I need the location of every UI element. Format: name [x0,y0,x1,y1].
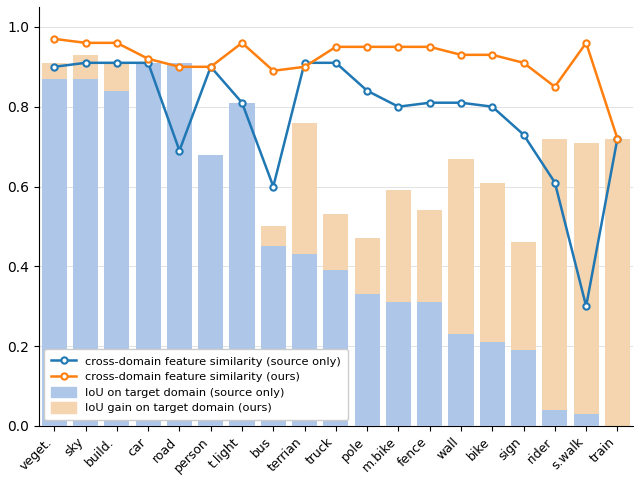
cross-domain feature similarity (ours) [457,52,465,58]
Bar [104,63,129,426]
Bar [511,350,536,426]
cross-domain feature similarity (ours) [582,40,590,46]
Bar [292,254,317,426]
Bar [230,178,255,426]
Bar [480,342,505,426]
Bar [104,91,129,426]
cross-domain feature similarity (ours) [207,64,214,70]
cross-domain feature similarity (source only) [82,60,90,66]
Bar [292,122,317,426]
cross-domain feature similarity (source only) [426,100,433,106]
cross-domain feature similarity (source only) [51,64,58,70]
Bar [449,159,474,426]
Bar [542,410,567,426]
cross-domain feature similarity (source only) [364,88,371,94]
cross-domain feature similarity (source only) [520,132,527,137]
Bar [355,239,380,426]
cross-domain feature similarity (ours) [144,56,152,62]
Line: cross-domain feature similarity (source only): cross-domain feature similarity (source … [51,60,621,309]
cross-domain feature similarity (source only) [207,64,214,70]
cross-domain feature similarity (ours) [614,136,621,142]
Bar [198,155,223,426]
Bar [73,79,98,426]
Bar [167,63,192,426]
cross-domain feature similarity (ours) [301,64,308,70]
Bar [323,270,348,426]
Bar [386,190,411,426]
cross-domain feature similarity (ours) [82,40,90,46]
cross-domain feature similarity (source only) [488,104,496,109]
cross-domain feature similarity (ours) [520,60,527,66]
cross-domain feature similarity (source only) [238,100,246,106]
cross-domain feature similarity (ours) [395,44,403,50]
cross-domain feature similarity (ours) [551,84,559,90]
cross-domain feature similarity (ours) [238,40,246,46]
cross-domain feature similarity (source only) [144,60,152,66]
Bar [511,242,536,426]
cross-domain feature similarity (ours) [113,40,121,46]
cross-domain feature similarity (source only) [395,104,403,109]
Bar [480,183,505,426]
cross-domain feature similarity (source only) [113,60,121,66]
Bar [417,211,442,426]
Line: cross-domain feature similarity (ours): cross-domain feature similarity (ours) [51,36,621,142]
Bar [136,63,161,426]
Bar [260,227,286,426]
cross-domain feature similarity (source only) [332,60,340,66]
cross-domain feature similarity (ours) [269,68,277,74]
Bar [605,139,630,426]
cross-domain feature similarity (ours) [426,44,433,50]
cross-domain feature similarity (source only) [457,100,465,106]
Bar [449,334,474,426]
Bar [136,63,161,426]
Bar [42,63,67,426]
Bar [260,246,286,426]
Bar [73,55,98,426]
Legend: cross-domain feature similarity (source only), cross-domain feature similarity (: cross-domain feature similarity (source … [44,349,348,420]
Bar [42,79,67,426]
Bar [230,103,255,426]
cross-domain feature similarity (source only) [175,147,183,153]
cross-domain feature similarity (ours) [175,64,183,70]
Bar [417,302,442,426]
cross-domain feature similarity (source only) [614,136,621,142]
Bar [573,414,598,426]
cross-domain feature similarity (ours) [488,52,496,58]
cross-domain feature similarity (ours) [51,36,58,42]
Bar [323,214,348,426]
cross-domain feature similarity (source only) [551,180,559,186]
Bar [573,143,598,426]
cross-domain feature similarity (ours) [364,44,371,50]
cross-domain feature similarity (source only) [269,184,277,189]
Bar [386,302,411,426]
cross-domain feature similarity (source only) [301,60,308,66]
cross-domain feature similarity (source only) [582,303,590,309]
Bar [542,139,567,426]
Bar [198,171,223,426]
cross-domain feature similarity (ours) [332,44,340,50]
Bar [355,294,380,426]
Bar [167,131,192,426]
